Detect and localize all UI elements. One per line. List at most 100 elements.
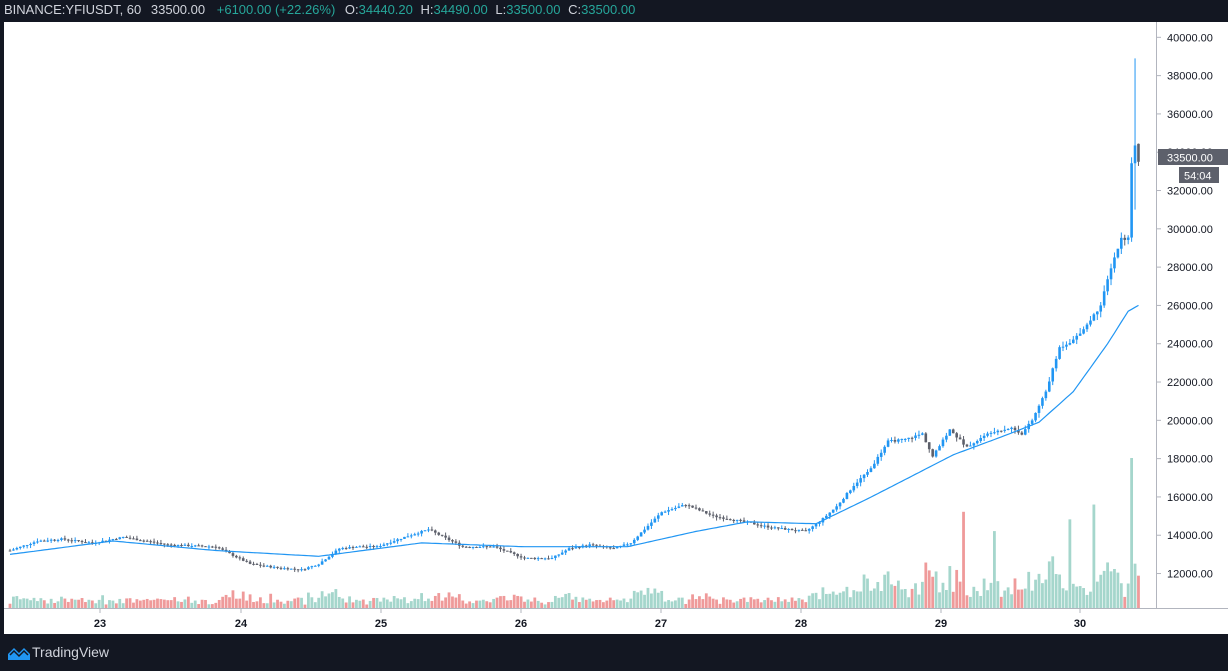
volume-bar [283,603,286,608]
volume-bar [876,581,880,608]
candle-body [1116,248,1120,258]
volume-bar [420,593,423,608]
candle-body [204,546,207,548]
candle-body [25,545,29,547]
candle-body [1006,429,1010,431]
symbol-label[interactable]: BINANCE:YFIUSDT, 60 [4,2,142,17]
volume-bar [962,511,965,608]
candle-body [87,542,91,544]
candle-body [1058,347,1061,359]
candle-body [1051,368,1055,382]
volume-bar [776,597,780,608]
candle-body [530,557,533,559]
candle-body [674,507,677,510]
volume-bar [169,600,173,608]
volume-bar [70,598,74,608]
volume-bar [303,604,307,608]
candle-body [643,529,646,533]
volume-bar [173,597,177,608]
candle-body [996,430,1000,433]
candle-body [763,525,766,527]
volume-bar [711,598,715,608]
chart-pane[interactable] [4,22,1156,608]
candle-body [403,536,406,539]
volume-bar [300,597,303,608]
candle-body [255,563,259,565]
volume-bar [577,602,581,608]
candle-body [283,568,286,570]
candle-body [427,529,430,531]
volume-bar [790,597,794,608]
volume-bar [307,592,310,608]
volume-bar [111,600,115,608]
candle-body [907,437,910,439]
candle-body [320,561,324,565]
volume-bar [423,601,427,608]
candle-body [248,561,252,564]
volume-bar [1044,579,1048,608]
candle-body [341,548,345,550]
volume-bar [1082,588,1085,608]
candle-body [1126,237,1130,240]
volume-bar [385,599,389,608]
volume-bar [162,599,166,608]
candle-body [783,528,787,530]
candle-body [938,446,941,451]
candle-body [636,536,639,540]
volume-bar [444,597,448,608]
volume-bar [1119,583,1123,608]
volume-bar [529,601,533,608]
candle-body [1013,427,1017,431]
candle-body [622,544,626,546]
candle-body [1020,432,1024,435]
candle-body [574,547,578,549]
candle-body [982,435,986,439]
chart-svg[interactable] [4,22,1156,608]
candle-body [22,545,26,547]
volume-bar [142,599,146,608]
volume-bar [372,597,375,608]
candle-body [334,550,338,555]
price-tick-label: 12000.00 [1167,569,1213,581]
volume-bar [166,600,170,608]
candle-body [317,564,320,566]
volume-bar [77,599,80,608]
tradingview-logo-icon[interactable] [8,646,30,660]
volume-bar [969,596,972,608]
candle-body [999,430,1003,432]
candle-body [852,486,856,491]
candle-body [200,545,204,547]
candle-body [451,540,454,542]
candle-body [711,514,715,516]
candle-body [632,539,636,544]
candle-body [859,478,862,483]
brand-name[interactable]: TradingView [32,644,110,660]
candle-body [344,548,348,550]
volume-bar [149,600,153,608]
candle-body [245,560,248,562]
candle-body [773,527,777,529]
candle-body [115,539,118,541]
volume-bar [643,594,646,608]
candle-body [780,528,784,530]
candle-body [149,541,152,543]
candle-body [931,449,934,457]
volume-bar [1010,594,1013,608]
candle-body [835,506,838,510]
candle-body [979,438,982,441]
volume-bar [258,597,262,608]
volume-bar [636,592,640,608]
price-axis[interactable]: 12000.00 14000.00 16000.00 18000.00 20000.00… [1156,22,1228,608]
volume-bar [361,599,365,608]
candle-body [135,538,139,541]
candle-body [547,558,550,560]
candle-body [941,439,945,447]
candle-body [951,429,955,434]
volume-bar [588,598,592,608]
time-axis[interactable]: 23 24 25 26 27 28 29 30 [4,608,1228,634]
candle-body [670,509,674,511]
candle-body [893,439,897,442]
volume-bar [440,600,444,608]
volume-bar [831,591,835,608]
volume-bar [766,597,770,608]
